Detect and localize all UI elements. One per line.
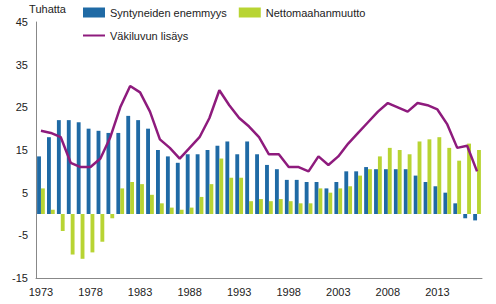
svg-text:Syntyneiden enemmyys: Syntyneiden enemmyys [110,7,227,19]
svg-text:Tuhatta: Tuhatta [29,3,67,15]
svg-text:-15: -15 [12,272,28,284]
svg-text:1998: 1998 [276,286,300,298]
svg-text:45: 45 [16,16,28,28]
svg-text:1978: 1978 [78,286,102,298]
svg-text:25: 25 [16,101,28,113]
svg-text:15: 15 [16,144,28,156]
svg-text:1983: 1983 [128,286,152,298]
svg-text:Nettomaahanmuutto: Nettomaahanmuutto [266,7,366,19]
svg-text:-5: -5 [18,229,28,241]
svg-text:2008: 2008 [376,286,400,298]
svg-text:1993: 1993 [227,286,251,298]
svg-text:Väkiluvun lisäys: Väkiluvun lisäys [110,30,189,42]
svg-text:2003: 2003 [326,286,350,298]
svg-text:2013: 2013 [425,286,449,298]
svg-text:35: 35 [16,59,28,71]
svg-text:5: 5 [22,187,28,199]
svg-text:1973: 1973 [29,286,53,298]
svg-text:1988: 1988 [177,286,201,298]
